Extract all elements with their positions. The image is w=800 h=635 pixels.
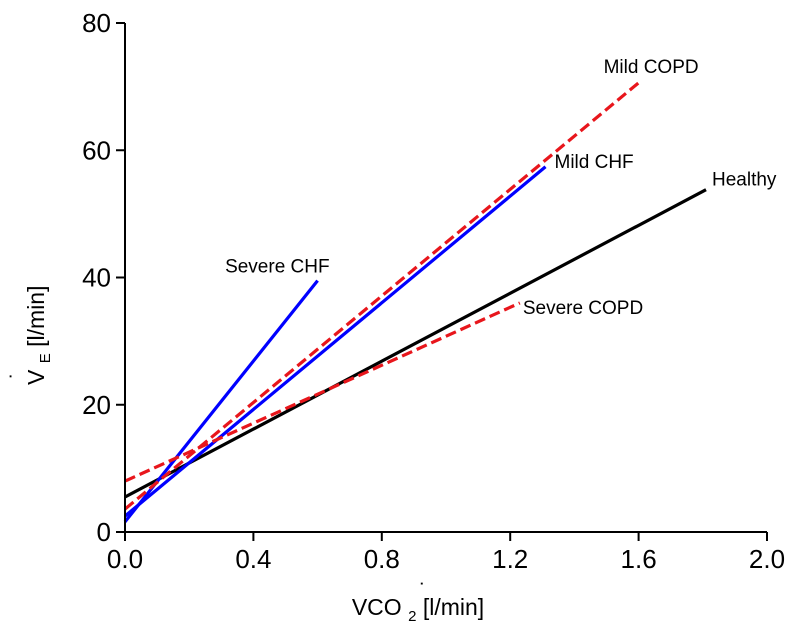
series-label-mild-chf: Mild CHF: [555, 152, 634, 173]
series-label-mild-copd: Mild COPD: [604, 57, 699, 78]
x-axis-title-rest: [l/min]: [423, 594, 484, 620]
y-tick-label: 60: [82, 135, 111, 165]
x-axis-title-base: VCO: [352, 594, 402, 620]
x-tick-label: 0.0: [107, 544, 143, 574]
series-label-healthy: Healthy: [712, 170, 777, 191]
x-tick-label: 0.4: [235, 544, 271, 574]
y-axis-title: ˙ V E [l/min]: [5, 286, 55, 385]
y-tick-label: 0: [97, 517, 111, 547]
y-axis-title-dot: ˙: [6, 372, 31, 379]
ticks: 0 20 40 60 80 0.0 0.4 0.8 1.2 1.6 2.0: [82, 8, 785, 574]
y-axis-title-sub: E: [37, 353, 54, 363]
x-axis-title: ˙ VCO 2 [l/min]: [352, 578, 484, 626]
series-layer: [123, 81, 707, 523]
y-tick-label: 80: [82, 8, 111, 38]
series-label-severe-copd: Severe COPD: [523, 298, 643, 319]
series-line-mild-copd: [123, 81, 640, 511]
y-tick-label: 20: [82, 390, 111, 420]
x-tick-label: 2.0: [749, 544, 785, 574]
series-label-severe-chf: Severe CHF: [225, 257, 330, 278]
series-labels: Healthy Mild CHF Severe CHF Mild COPD Severe…: [225, 57, 777, 319]
series-line-mild-chf: [123, 165, 547, 518]
series-line-severe-copd: [124, 301, 521, 483]
y-axis-title-base: V: [23, 369, 49, 385]
x-axis-title-sub: 2: [408, 608, 416, 625]
y-axis-title-rest: [l/min]: [23, 286, 49, 347]
x-tick-label: 1.2: [492, 544, 528, 574]
series-line-healthy: [124, 188, 707, 499]
x-axis-title-dot: ˙: [419, 579, 426, 604]
y-axis-title-group: ˙ V E [l/min]: [5, 286, 55, 385]
x-tick-label: 1.6: [621, 544, 657, 574]
x-tick-label: 0.8: [364, 544, 400, 574]
axes: [124, 23, 767, 533]
y-tick-label: 40: [82, 263, 111, 293]
